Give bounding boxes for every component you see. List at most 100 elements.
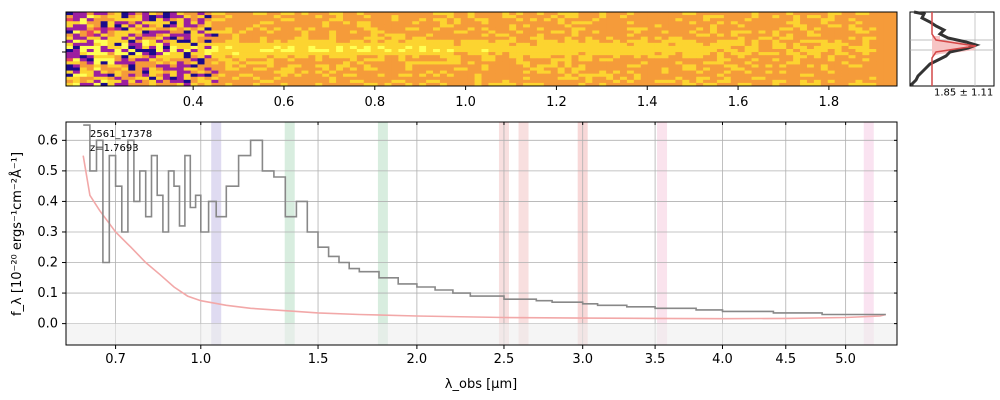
heatmap-cell [149,58,157,62]
heatmap-cell [294,52,302,56]
heatmap-cell [606,45,614,50]
heatmap-cell [557,18,565,22]
heatmap-cell [703,12,711,16]
heatmap-cell [370,64,378,68]
heatmap-cell [502,49,510,53]
heatmap-cell [412,27,420,31]
heatmap-cell [647,67,655,71]
heatmap-cell [176,42,185,47]
heatmap-cell [446,24,455,28]
heatmap-cell [294,27,302,31]
heatmap-cell [259,64,268,68]
heatmap-cell [329,39,337,44]
heatmap-cell [225,61,233,65]
heatmap-cell [426,39,434,44]
heatmap-cell [682,61,690,65]
heatmap-cell [280,36,288,41]
heatmap-cell [668,73,676,78]
heatmap-cell [772,79,780,84]
heatmap-cell [72,33,81,37]
heatmap-cell [474,61,482,65]
heatmap-cell [343,82,351,86]
heatmap-cell [813,30,822,34]
heatmap-cell [703,61,711,65]
heatmap-cell [107,55,115,59]
heatmap-cell [855,36,863,41]
heatmap-cell [689,79,697,84]
heatmap-cell [869,64,877,68]
heatmap-cell [620,49,628,53]
heatmap-cell [329,36,337,41]
heatmap-cell [322,61,330,65]
heatmap-cell [703,76,711,81]
heatmap-cell [329,18,337,22]
heatmap-cell [855,24,863,28]
heatmap-cell [529,64,538,68]
heatmap-cell [668,15,676,19]
heatmap-cell [592,24,600,28]
heatmap-cell [682,70,690,74]
heatmap-cell [93,73,101,78]
heatmap-cell [800,30,808,34]
heatmap-cell [433,73,441,78]
heatmap-cell [176,55,185,59]
heatmap-cell [363,33,371,37]
heatmap-cell [474,42,482,47]
heatmap-cell [848,76,856,81]
heatmap-cell [107,67,115,71]
heatmap-cell [377,70,385,74]
heatmap-cell [66,79,74,84]
heatmap-cell [523,39,531,44]
heatmap-cell [273,64,281,68]
heatmap-cell [862,79,870,84]
heatmap-cell [606,42,614,47]
heatmap-cell [66,64,74,68]
heatmap-cell [315,24,323,28]
heatmap-cell [336,79,344,84]
heatmap-cell [391,67,399,71]
heatmap-cell [398,73,406,78]
heatmap-cell [495,58,503,62]
heatmap-cell [239,82,247,86]
heatmap-cell [578,64,586,68]
heatmap-cell [266,45,275,50]
heatmap-cell [349,30,358,34]
heatmap-cell [336,27,344,31]
heatmap-cell [599,12,607,16]
heatmap-cell [488,24,496,28]
heatmap-cell [287,24,295,28]
heatmap-cell [509,61,517,65]
heatmap-cell [779,42,787,47]
heatmap-cell [793,49,801,53]
heatmap-cell [626,30,635,34]
heatmap-cell [460,33,468,37]
heatmap-cell [626,67,635,71]
heatmap-cell [135,58,143,62]
heatmap-cell [606,79,614,84]
heatmap-cell [384,73,392,78]
heatmap-cell [806,39,815,44]
heatmap-cell [225,73,233,78]
heatmap-cell [516,70,524,74]
heatmap-cell [86,64,94,68]
heatmap-cell [128,52,136,56]
heatmap-cell [668,45,676,50]
heatmap-cell [661,12,669,16]
heatmap-cell [509,27,517,31]
heatmap-cell [259,49,268,53]
heatmap-cell [370,24,378,28]
heatmap-cell [509,24,517,28]
heatmap-cell [259,76,268,81]
heatmap-cell [723,45,732,50]
heatmap-cell [772,58,780,62]
heatmap-cell [79,15,88,19]
heatmap-cell [363,70,371,74]
heatmap-cell [169,15,178,19]
heatmap-cell [218,39,226,44]
heatmap-cell [495,49,503,53]
heatmap-cell [869,58,877,62]
heatmap-cell [793,24,801,28]
heatmap-cell [675,70,683,74]
heatmap-cell [474,58,482,62]
heatmap-cell [398,36,406,41]
